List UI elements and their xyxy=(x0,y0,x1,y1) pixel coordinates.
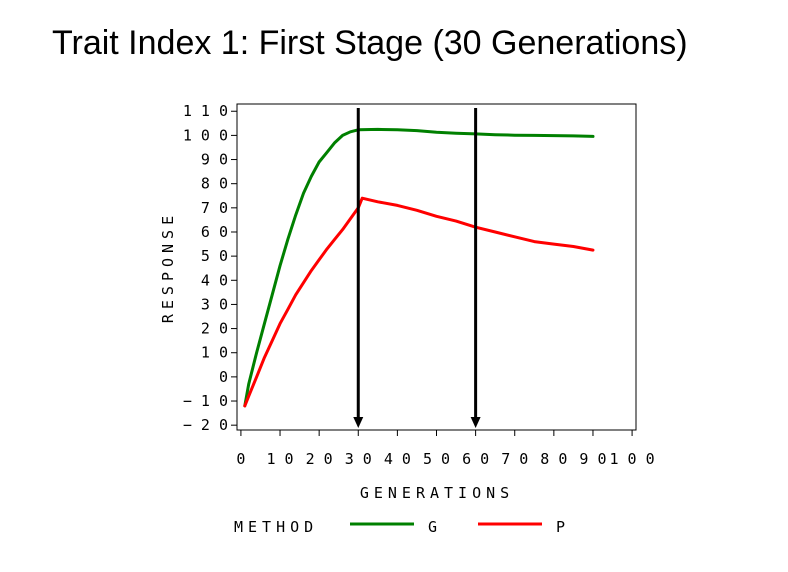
y-tick-label: − 1 0 xyxy=(183,392,228,410)
series-lines xyxy=(243,127,595,408)
y-tick-label: 1 1 0 xyxy=(183,102,228,120)
x-tick-label: 6 0 xyxy=(462,450,489,468)
x-axis-label: GENERATIONS xyxy=(360,484,514,502)
y-tick-label: 0 xyxy=(219,368,228,386)
annotations xyxy=(353,108,481,428)
legend-title: METHOD xyxy=(234,518,318,536)
y-tick-label: 5 0 xyxy=(201,247,228,265)
legend-label-g: G xyxy=(428,518,437,536)
y-tick-label: − 2 0 xyxy=(183,416,228,434)
x-tick-label: 9 0 xyxy=(579,450,606,468)
legend: METHOD G P xyxy=(234,518,565,536)
x-tick-label: 4 0 xyxy=(384,450,411,468)
arrow-60-head xyxy=(470,417,481,428)
y-tick-label: 9 0 xyxy=(201,151,228,169)
x-tick-label: 1 0 xyxy=(266,450,293,468)
y-tick-label: 2 0 xyxy=(201,320,228,338)
x-tick-label: 0 xyxy=(236,450,245,468)
x-tick-label: 5 0 xyxy=(423,450,450,468)
x-tick-label: 2 0 xyxy=(306,450,333,468)
y-tick-label: 1 0 xyxy=(201,344,228,362)
y-tick-label: 1 0 0 xyxy=(183,126,228,144)
y-tick-label: 4 0 xyxy=(201,271,228,289)
y-tick-label: 3 0 xyxy=(201,295,228,313)
page-title: Trait Index 1: First Stage (30 Generatio… xyxy=(52,24,688,62)
x-tick-label: 1 0 0 xyxy=(610,450,655,468)
y-axis-label: RESPONSE xyxy=(159,211,177,323)
y-tick-label: 8 0 xyxy=(201,175,228,193)
y-tick-label: 6 0 xyxy=(201,223,228,241)
y-axis: − 2 0 − 1 0 0 1 0 2 0 3 0 4 0 5 0 6 0 7 0 8 0 9 0 1 … xyxy=(183,102,237,434)
y-tick-label: 7 0 xyxy=(201,199,228,217)
x-tick-label: 3 0 xyxy=(345,450,372,468)
series-line-g xyxy=(243,127,595,408)
arrow-30-head xyxy=(353,417,364,428)
x-tick-label: 7 0 xyxy=(501,450,528,468)
series-line-p xyxy=(243,196,595,408)
plot-frame xyxy=(236,103,637,431)
x-tick-label: 8 0 xyxy=(540,450,567,468)
legend-label-p: P xyxy=(556,518,565,536)
